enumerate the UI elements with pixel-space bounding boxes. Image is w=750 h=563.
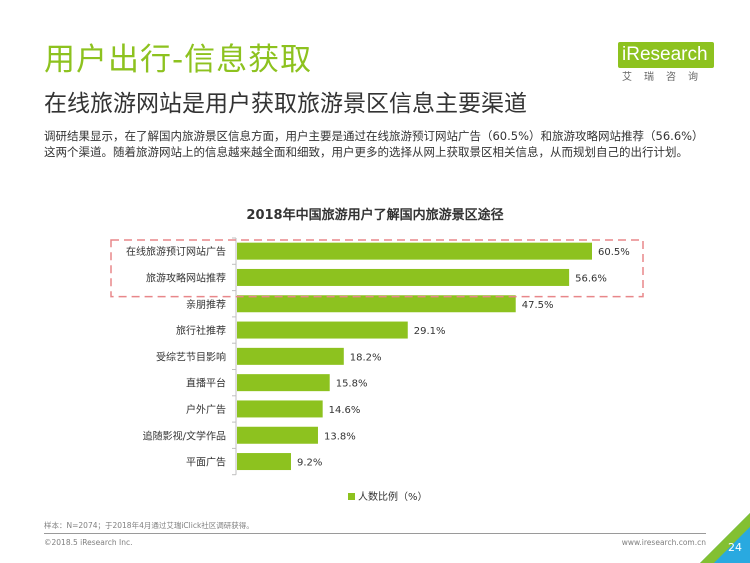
data-label: 60.5% <box>598 247 630 258</box>
sample-note: 样本：N=2074；于2018年4月通过艾瑞iClick社区调研获得。 <box>44 521 254 530</box>
category-label: 平面广告 <box>186 456 226 469</box>
bar <box>237 426 318 444</box>
footer-divider <box>44 533 706 534</box>
data-label: 56.6% <box>575 273 607 284</box>
page-number: 24 <box>728 541 742 554</box>
bar <box>237 295 516 313</box>
data-label: 15.8% <box>336 379 368 390</box>
category-label: 受综艺节目影响 <box>156 350 226 363</box>
legend-label: 人数比例（%） <box>358 490 428 503</box>
data-label: 47.5% <box>522 300 554 311</box>
logo-subtitle: 艾瑞咨询 <box>622 72 710 83</box>
category-label: 户外广告 <box>186 403 226 416</box>
bar <box>237 453 291 471</box>
category-label: 直播平台 <box>186 377 226 390</box>
highlight-box <box>110 239 644 298</box>
page-subtitle: 在线旅游网站是用户获取旅游景区信息主要渠道 <box>44 91 527 117</box>
corner-decoration <box>700 513 750 563</box>
chart-title: 2018年中国旅游用户了解国内旅游景区途径 <box>246 208 504 223</box>
legend-swatch <box>348 493 355 500</box>
data-label: 14.6% <box>329 405 361 416</box>
bar <box>237 242 592 260</box>
bar <box>237 321 408 339</box>
copyright-text: ©2018.5 iResearch Inc. <box>44 538 133 547</box>
category-label: 亲朋推荐 <box>186 298 226 311</box>
logo-badge <box>618 42 714 68</box>
category-label: 在线旅游预订网站广告 <box>126 245 226 258</box>
data-label: 13.8% <box>324 431 356 442</box>
data-label: 18.2% <box>350 352 382 363</box>
bar <box>237 400 323 418</box>
bar <box>237 347 344 365</box>
category-label: 旅游攻略网站推荐 <box>146 271 226 284</box>
data-label: 29.1% <box>414 326 446 337</box>
bar <box>237 374 330 392</box>
bar-chart: 在线旅游预订网站广告 60.5% 旅游攻略网站推荐 56.6% 亲朋推荐 47.5% 旅行社… <box>110 237 644 503</box>
website-link[interactable]: www.iresearch.com.cn <box>621 538 706 547</box>
iresearch-logo: iResearch 艾瑞咨询 <box>612 38 718 88</box>
summary-text: 调研结果显示，在了解国内旅游景区信息方面，用户主要是通过在线旅游预订网站广告（6… <box>44 129 704 159</box>
data-label: 9.2% <box>297 458 322 469</box>
logo-name: iResearch <box>622 44 708 65</box>
page-title: 用户出行-信息获取 <box>44 42 313 78</box>
category-label: 追随影视/文学作品 <box>143 429 226 442</box>
bar <box>237 268 570 286</box>
category-label: 旅行社推荐 <box>176 324 226 337</box>
